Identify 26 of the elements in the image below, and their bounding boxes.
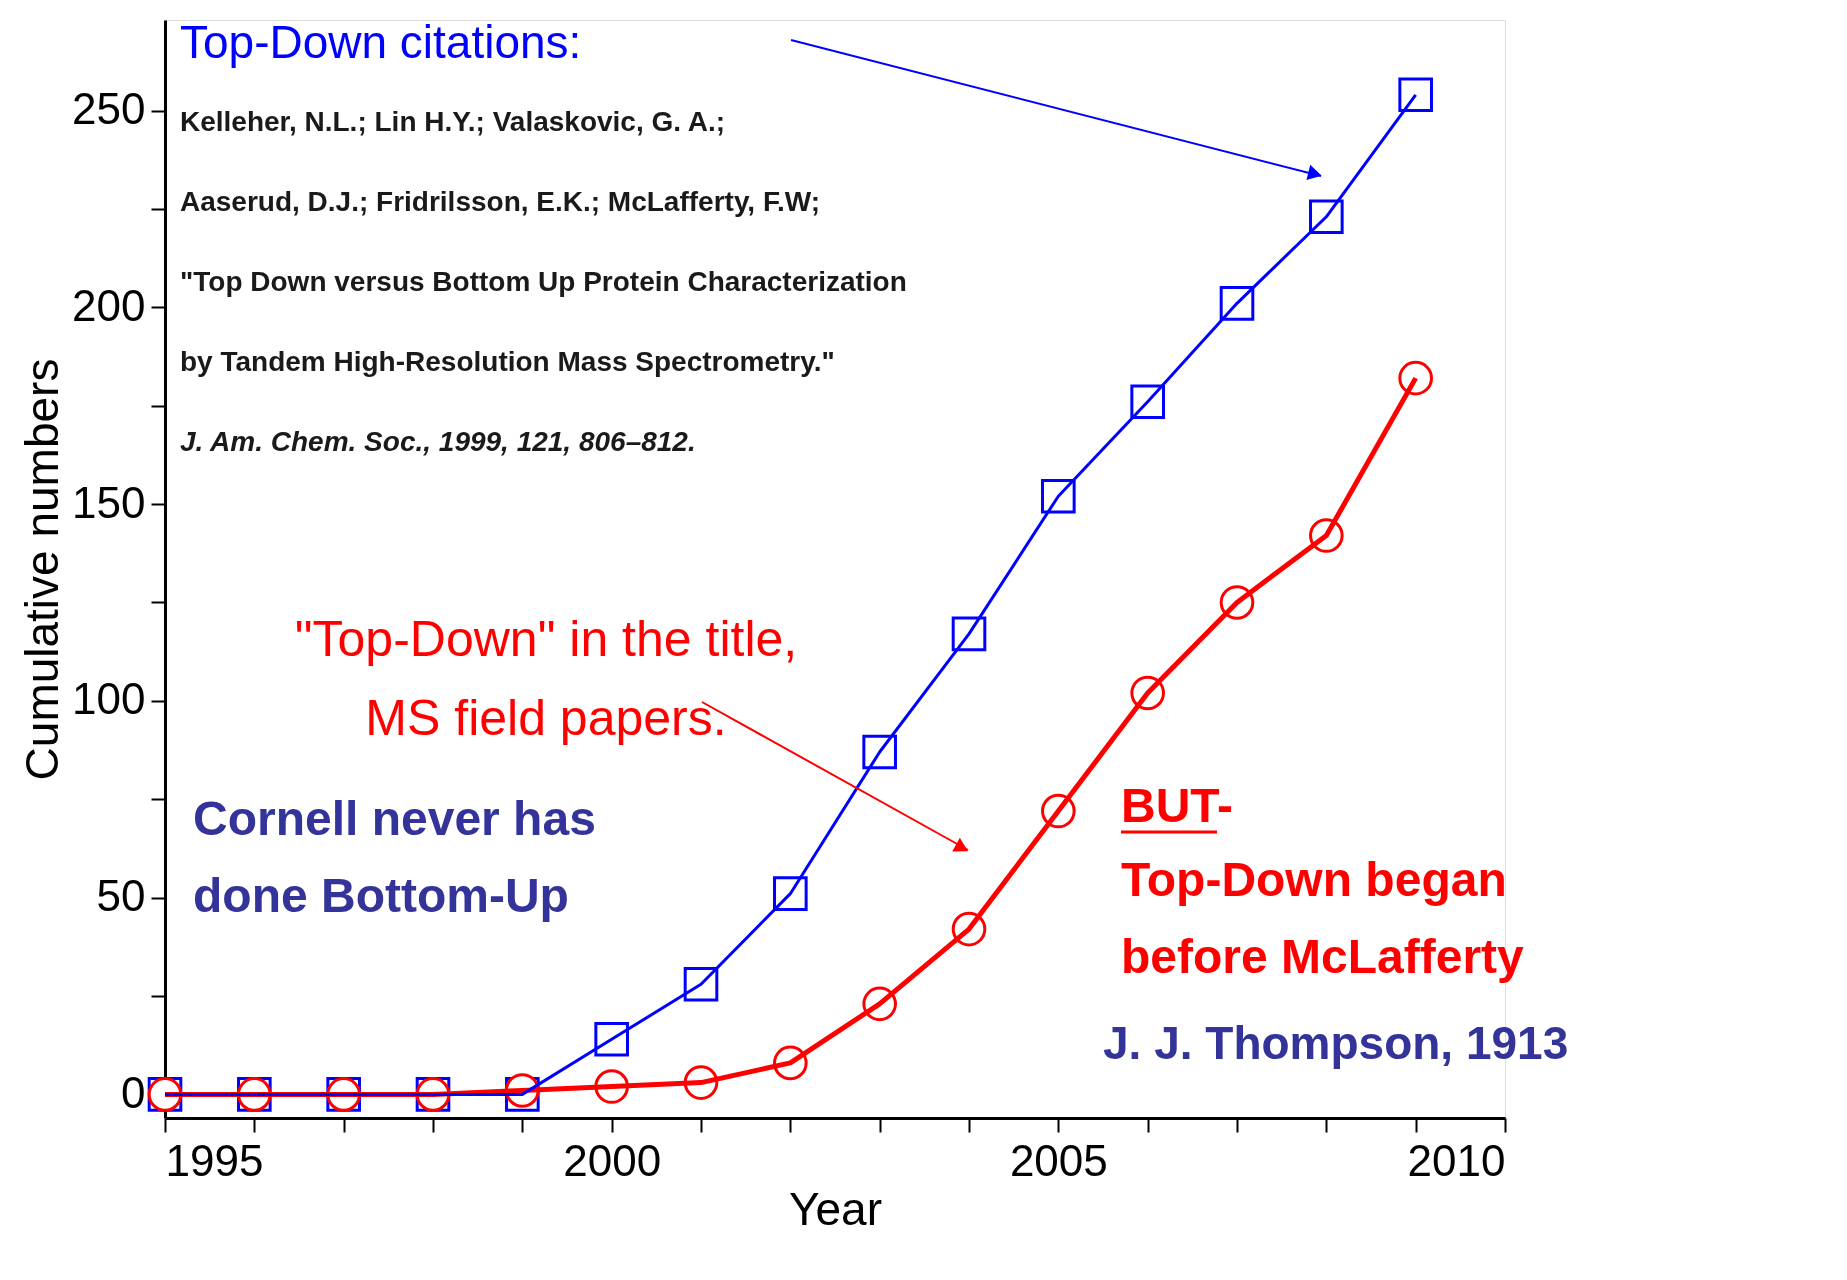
annotation: done Bottom-Up	[193, 869, 569, 922]
y-tick-label: 250	[72, 84, 146, 134]
x-tick-label: 2010	[1407, 1135, 1506, 1185]
annotation: BUT-	[1121, 779, 1233, 832]
y-tick-label: 50	[96, 871, 146, 921]
annotation: J. J. Thompson, 1913	[1103, 1017, 1569, 1069]
annotation: by Tandem High-Resolution Mass Spectrometry."	[180, 346, 835, 377]
annotation: before McLafferty	[1121, 930, 1525, 983]
annotation: Top-Down began	[1121, 853, 1507, 906]
x-tick-label: 1995	[165, 1135, 264, 1185]
y-tick-label: 200	[72, 280, 146, 330]
y-tick-label: 0	[121, 1067, 146, 1117]
x-axis-title: Year	[789, 1182, 882, 1235]
annotation: "Top Down versus Bottom Up Protein Characterization	[180, 266, 907, 297]
x-tick-label: 2000	[563, 1135, 662, 1185]
annotation: Aaserud, D.J.; Fridrilsson, E.K.; McLafferty, F.W;	[180, 186, 820, 217]
annotation: Cornell never has	[193, 792, 596, 845]
annotation: Top-Down citations:	[180, 16, 582, 68]
x-tick-label: 2005	[1009, 1135, 1108, 1185]
annotation: "Top-Down" in the title,	[294, 611, 798, 667]
y-tick-label: 100	[72, 674, 146, 724]
annotation: J. Am. Chem. Soc., 1999, 121, 806–812.	[180, 426, 696, 457]
annotation: Kelleher, N.L.; Lin H.Y.; Valaskovic, G. A.;	[180, 106, 726, 137]
annotation: MS field papers.	[365, 690, 727, 746]
y-tick-label: 150	[72, 477, 146, 527]
y-axis-title: Cumulative numbers	[16, 358, 69, 781]
